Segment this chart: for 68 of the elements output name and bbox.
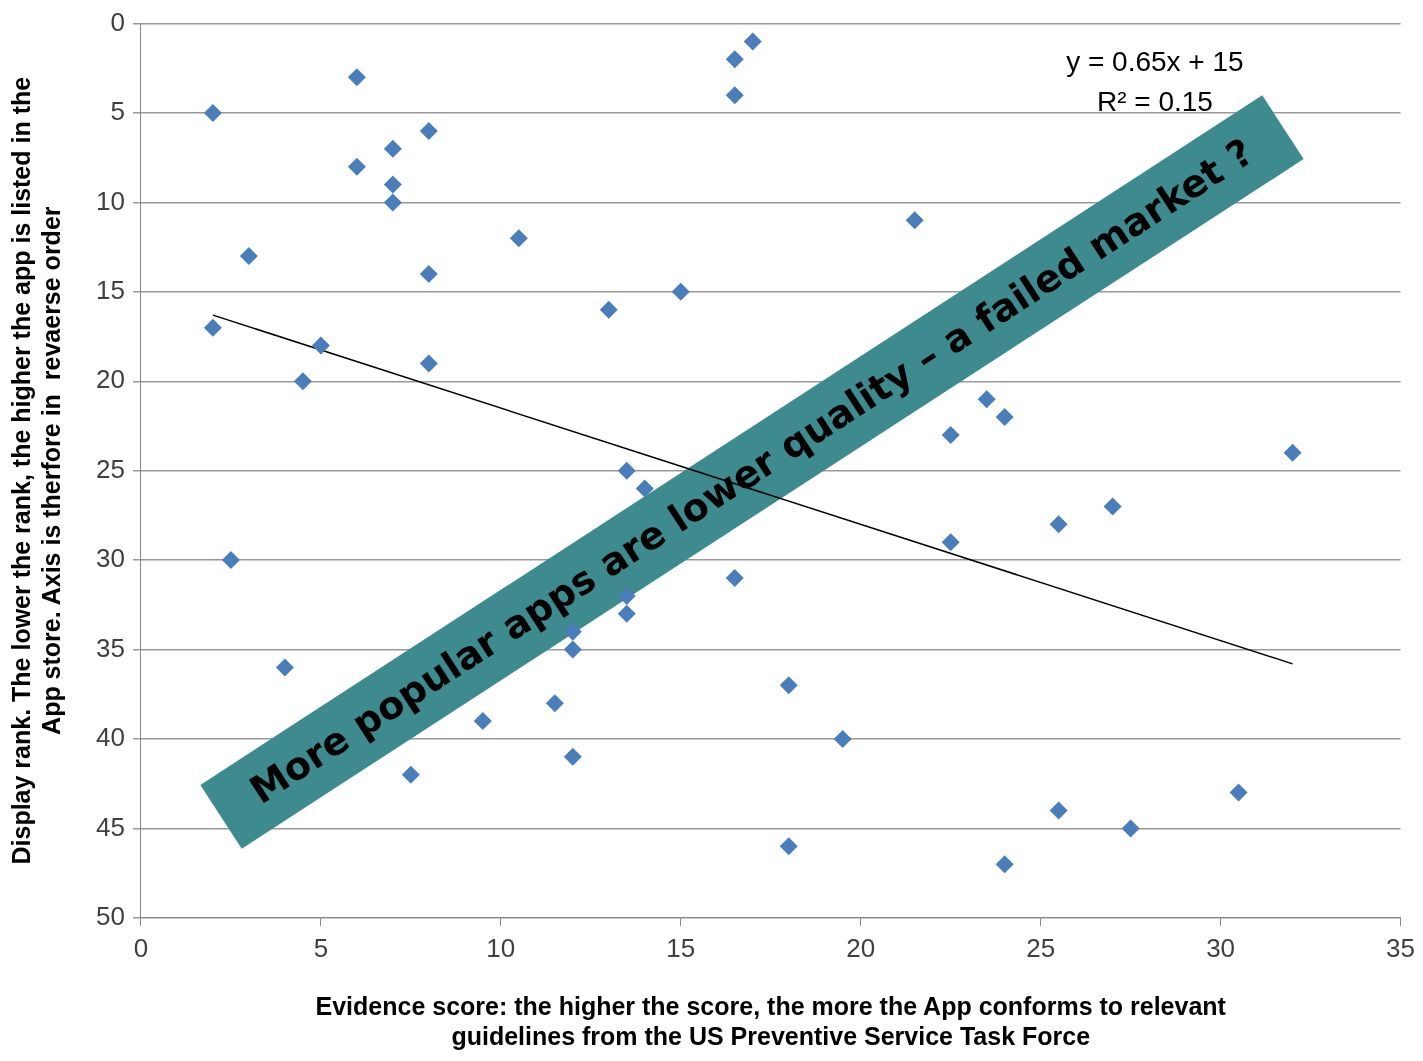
point: [563, 747, 582, 766]
point: [293, 372, 312, 391]
point: [725, 86, 744, 105]
point: [1283, 443, 1302, 462]
point: [1049, 801, 1068, 820]
annotation: y = 0.65x + 15: [1066, 46, 1244, 78]
point: [617, 586, 636, 605]
point: [1103, 497, 1122, 516]
y-tick-label: 0: [110, 6, 125, 37]
x-tick-label: 30: [1206, 932, 1236, 963]
point: [203, 318, 222, 337]
point: [383, 175, 402, 194]
point: [725, 50, 744, 69]
x-tick-label: 5: [313, 932, 329, 963]
point: [1049, 515, 1068, 534]
point: [671, 282, 690, 301]
point: [383, 139, 402, 158]
point: [221, 551, 240, 570]
point: [545, 694, 564, 713]
point: [509, 229, 528, 248]
y-tick-label: 50: [96, 900, 125, 931]
y-axis-title: Display rank. The lower the rank, the higher the app is listed in the App store. Axis is therfore in revaerse order: [6, 76, 65, 865]
x-tick-label: 25: [1026, 932, 1056, 963]
y-tick-label: 40: [96, 722, 125, 753]
point: [239, 247, 258, 266]
point: [941, 425, 960, 444]
x-tick-label: 0: [133, 932, 149, 963]
point: [275, 658, 294, 677]
point: [779, 837, 798, 856]
point: [977, 390, 996, 409]
point: [347, 68, 366, 87]
point: [995, 855, 1014, 874]
y-tick-label: 10: [96, 185, 125, 216]
y-tick-label: 45: [96, 811, 125, 842]
point: [1121, 819, 1140, 838]
x-axis-title: Evidence score: the higher the score, the more the App conforms to relevant guidelines from the US Preventive Service Task Force: [315, 991, 1227, 1050]
point: [779, 676, 798, 695]
x-tick-label: 15: [666, 932, 696, 963]
point: [941, 533, 960, 552]
y-tick-label: 20: [96, 364, 125, 395]
point: [419, 121, 438, 140]
annotation: R² = 0.15: [1096, 86, 1213, 118]
y-tick-label: 25: [96, 453, 125, 484]
y-tick-label: 5: [110, 96, 125, 127]
point: [203, 104, 222, 123]
point: [635, 479, 654, 498]
point: [599, 300, 618, 319]
point: [617, 461, 636, 480]
point: [401, 765, 420, 784]
point: [743, 32, 762, 51]
point: [419, 264, 438, 283]
point: [383, 193, 402, 212]
y-tick-label: 35: [96, 632, 125, 663]
y-tick-label: 30: [96, 543, 125, 574]
x-tick-label: 35: [1386, 932, 1415, 963]
point: [995, 408, 1014, 427]
point: [419, 354, 438, 373]
x-tick-label: 20: [846, 932, 876, 963]
x-tick-label: 10: [486, 932, 516, 963]
point: [563, 640, 582, 659]
point: [617, 604, 636, 623]
point: [905, 211, 924, 230]
point: [311, 336, 330, 355]
point: [1229, 783, 1248, 802]
y-tick-label: 15: [96, 275, 125, 306]
point: [347, 157, 366, 176]
point: [833, 729, 852, 748]
point: [725, 569, 744, 587]
